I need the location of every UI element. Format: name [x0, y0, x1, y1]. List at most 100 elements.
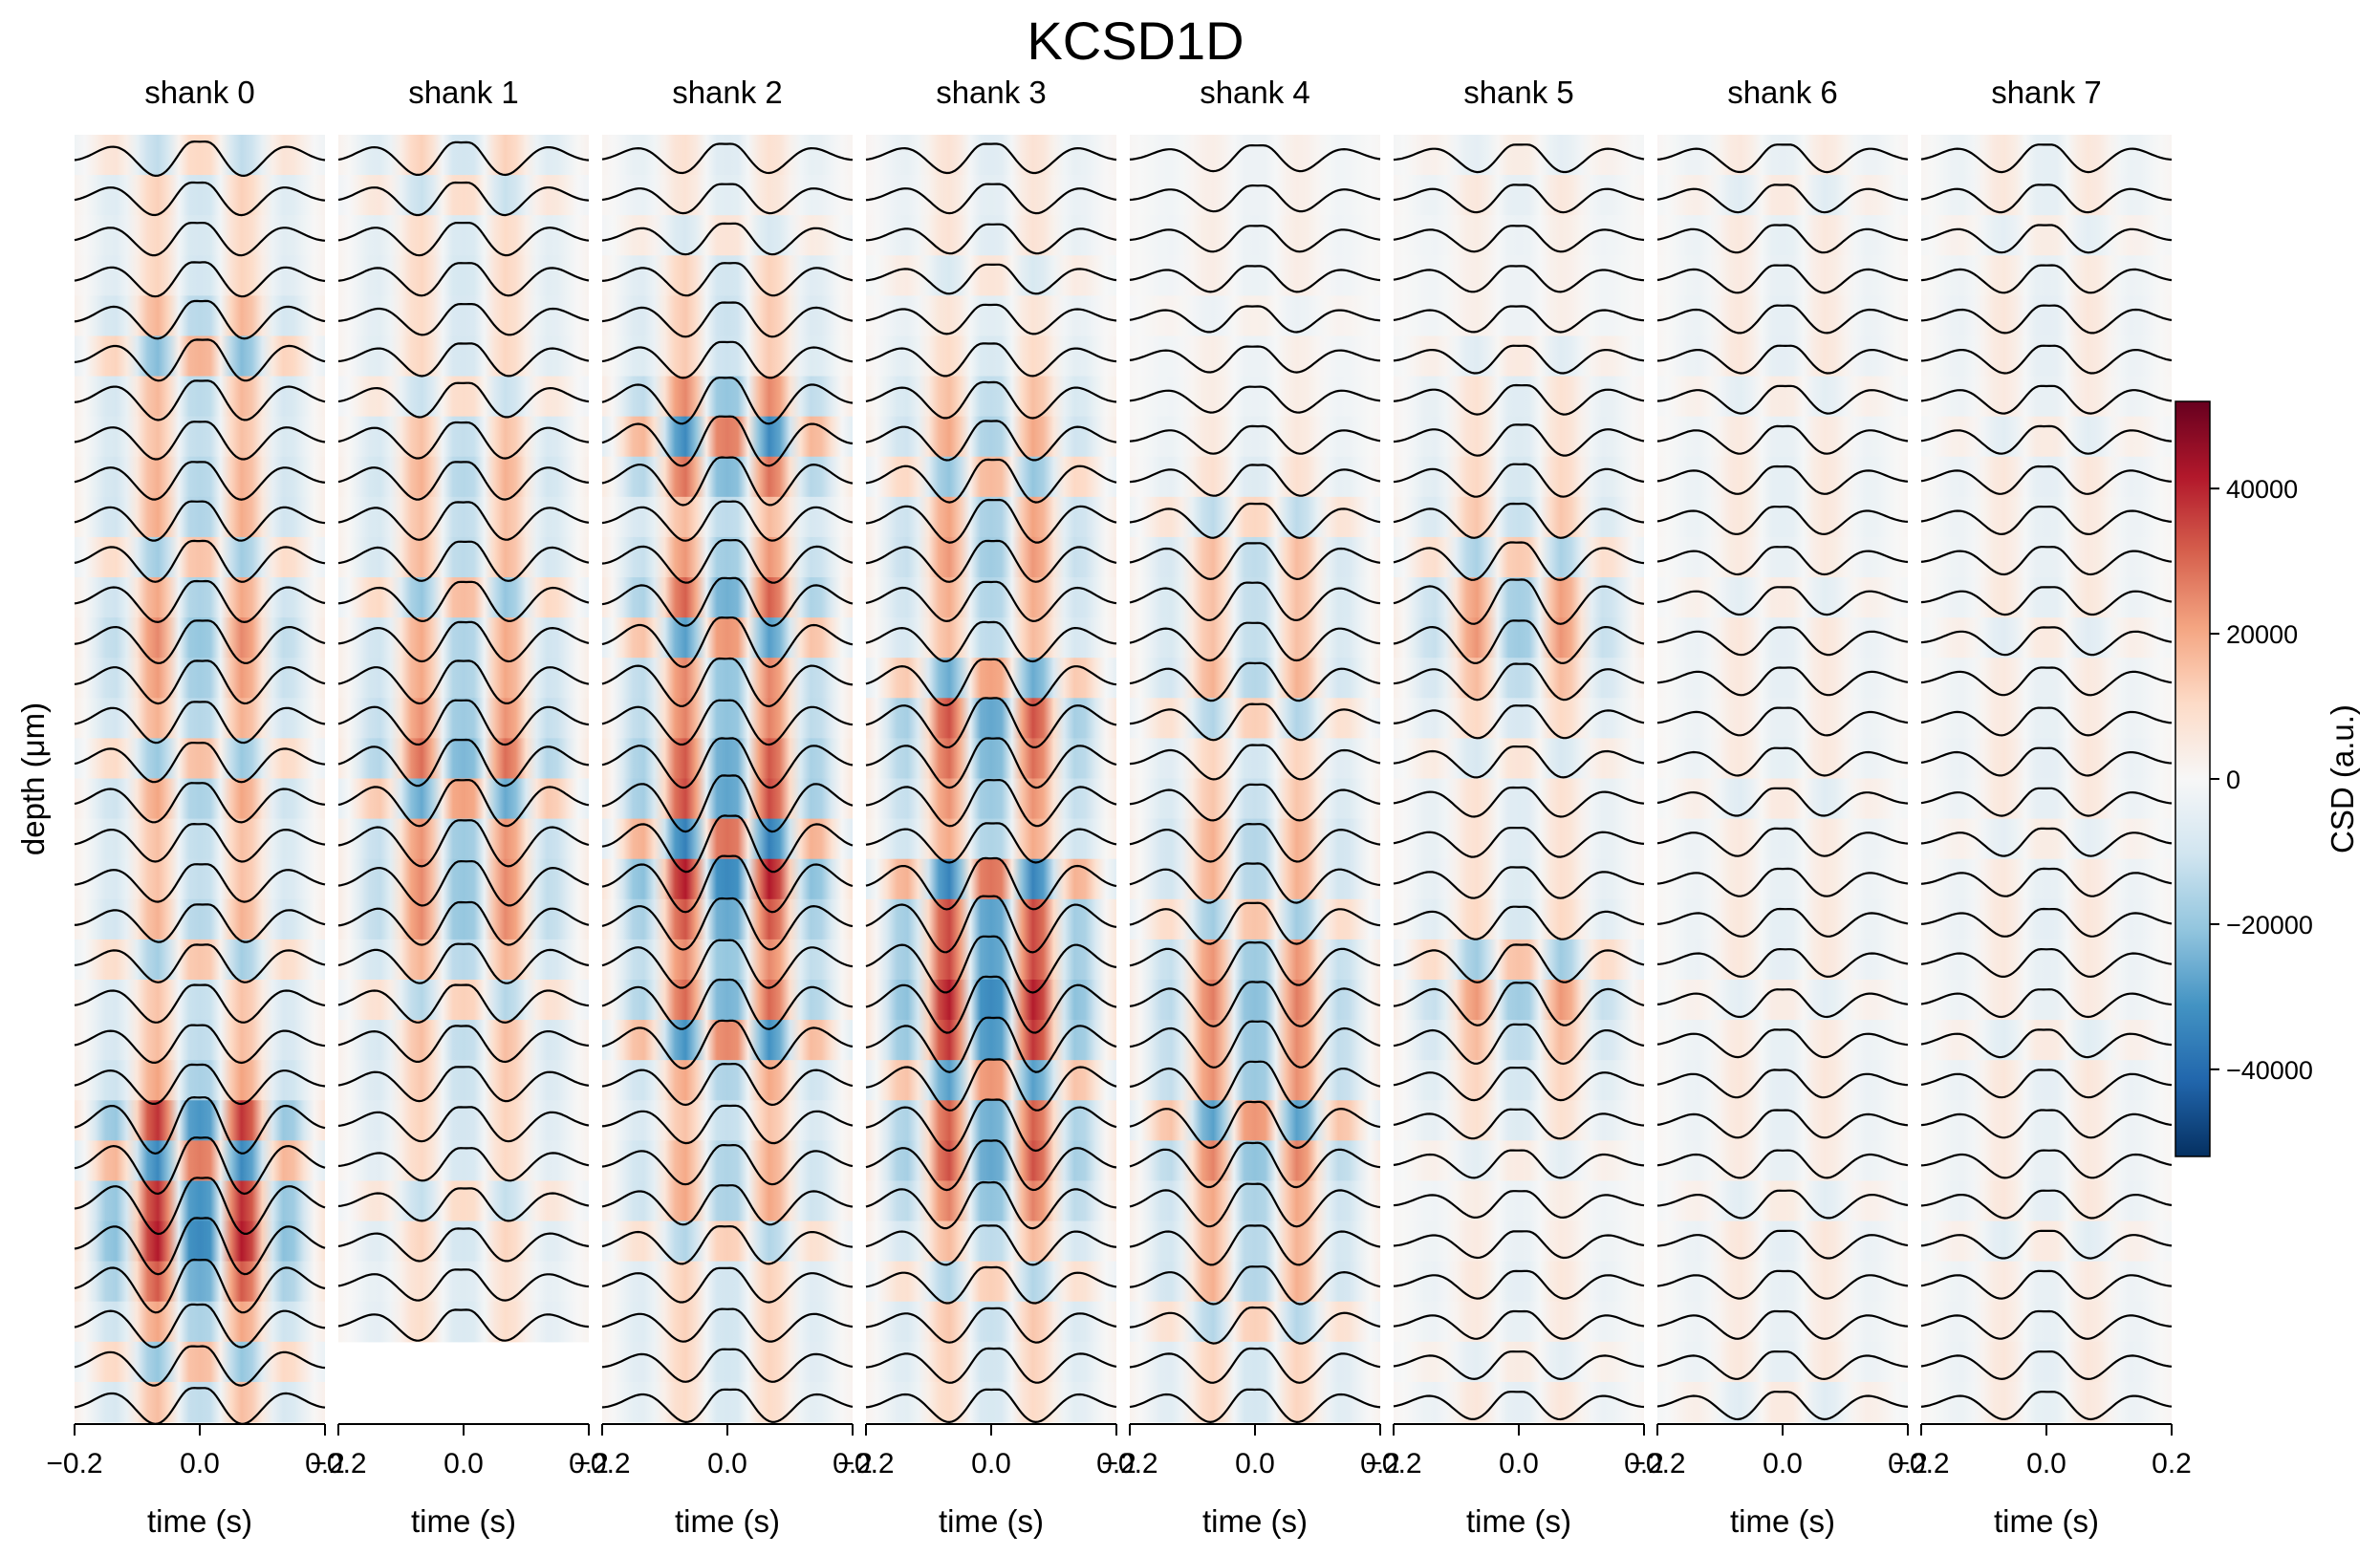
csd-row: [1130, 456, 1380, 498]
csd-row: [75, 1301, 325, 1343]
lfp-trace: [1129, 265, 1381, 293]
lfp-trace: [865, 1016, 1117, 1073]
lfp-trace: [74, 1136, 326, 1196]
x-tick-label: 0.0: [707, 1448, 747, 1479]
lfp-trace: [865, 1388, 1117, 1424]
lfp-trace: [1393, 502, 1645, 539]
x-axis: −0.2 0.0 0.2 time (s): [1629, 1423, 1928, 1539]
csd-row: [602, 175, 853, 216]
lfp-trace: [337, 421, 590, 460]
csd-row: [338, 135, 589, 176]
csd-row: [338, 658, 589, 699]
csd-row: [1921, 496, 2172, 538]
csd-row: [338, 698, 589, 739]
csd-row: [1921, 898, 2172, 940]
x-axis-label: time (s): [147, 1503, 252, 1539]
csd-row: [1657, 1220, 1908, 1263]
lfp-trace: [1656, 505, 1909, 536]
lfp-traces: [1129, 143, 1381, 1424]
shank-panels: shank 0 −0.2 0.0 0.2 time (s) shank 1 −0.2 0.0 0…: [46, 75, 2191, 1539]
lfp-trace: [865, 697, 1117, 749]
y-axis-label: depth (μm): [15, 702, 51, 855]
lfp-trace: [74, 1217, 326, 1276]
csd-row: [338, 1180, 589, 1222]
lfp-trace: [1920, 424, 2173, 455]
lfp-trace: [1129, 940, 1381, 986]
csd-row: [1394, 1060, 1644, 1101]
lfp-trace: [1920, 907, 2173, 938]
panel-title: shank 7: [1991, 75, 2102, 110]
csd-row: [866, 456, 1116, 498]
lfp-trace: [337, 1268, 590, 1302]
lfp-trace: [1920, 706, 2173, 737]
lfp-trace: [865, 303, 1117, 335]
csd-row: [866, 416, 1116, 458]
csd-row: [866, 255, 1116, 296]
csd-row: [1921, 1020, 2172, 1061]
lfp-trace: [74, 983, 326, 1024]
csd-row: [1657, 818, 1908, 860]
lfp-traces: [1393, 143, 1645, 1421]
csd-heatmap: [1394, 135, 1644, 1423]
csd-heatmap: [1657, 135, 1908, 1423]
lfp-trace: [1393, 578, 1645, 625]
lfp-trace: [74, 338, 326, 382]
colorbar-tick-label: −40000: [2226, 1056, 2313, 1085]
lfp-trace: [1656, 1391, 1909, 1421]
lfp-trace: [337, 859, 590, 907]
csd-row: [1394, 295, 1644, 337]
csd-row: [1130, 255, 1380, 296]
lfp-trace: [337, 221, 590, 257]
lfp-trace: [601, 896, 854, 951]
lfp-trace: [1393, 1350, 1645, 1381]
lfp-trace: [1129, 661, 1381, 702]
lfp-trace: [1920, 1028, 2173, 1059]
lfp-trace: [1656, 746, 1909, 777]
csd-row: [1921, 617, 2172, 659]
csd-row: [1921, 738, 2172, 780]
lfp-trace: [1920, 304, 2173, 335]
lfp-trace: [337, 699, 590, 746]
lfp-trace: [601, 699, 854, 746]
lfp-trace: [74, 140, 326, 178]
x-axis: −0.2 0.0 0.2 time (s): [46, 1423, 345, 1539]
lfp-trace: [601, 854, 854, 914]
lfp-trace: [601, 376, 854, 425]
lfp-trace: [1393, 383, 1645, 416]
csd-row: [1921, 858, 2172, 900]
lfp-trace: [601, 262, 854, 297]
lfp-trace: [337, 983, 590, 1025]
csd-row: [602, 255, 853, 296]
csd-row: [866, 617, 1116, 659]
x-tick-label: 0.2: [833, 1448, 873, 1479]
csd-row: [1394, 135, 1644, 176]
csd-row: [1130, 295, 1380, 337]
lfp-trace: [337, 659, 590, 705]
lfp-trace: [601, 1104, 854, 1145]
csd-row: [75, 496, 325, 538]
csd-row: [1394, 1301, 1644, 1343]
csd-row: [1921, 658, 2172, 699]
lfp-trace: [1920, 1149, 2173, 1179]
lfp-trace: [74, 1303, 326, 1349]
csd-row: [338, 255, 589, 296]
csd-row: [602, 939, 853, 981]
csd-row: [1394, 577, 1644, 618]
csd-row: [602, 1140, 853, 1182]
lfp-trace: [1920, 344, 2173, 375]
csd-row: [1657, 778, 1908, 820]
x-tick-label: 0.0: [444, 1448, 484, 1479]
lfp-trace: [1656, 586, 1909, 616]
lfp-trace: [601, 1388, 854, 1424]
csd-row: [1657, 1100, 1908, 1141]
csd-row: [1394, 376, 1644, 418]
csd-row: [1657, 215, 1908, 256]
lfp-trace: [1656, 1309, 1909, 1340]
csd-row: [338, 979, 589, 1021]
csd-row: [338, 536, 589, 578]
lfp-trace: [1656, 666, 1909, 697]
csd-row: [75, 898, 325, 940]
csd-row: [1657, 496, 1908, 538]
lfp-trace: [601, 737, 854, 789]
csd-row: [338, 1140, 589, 1182]
